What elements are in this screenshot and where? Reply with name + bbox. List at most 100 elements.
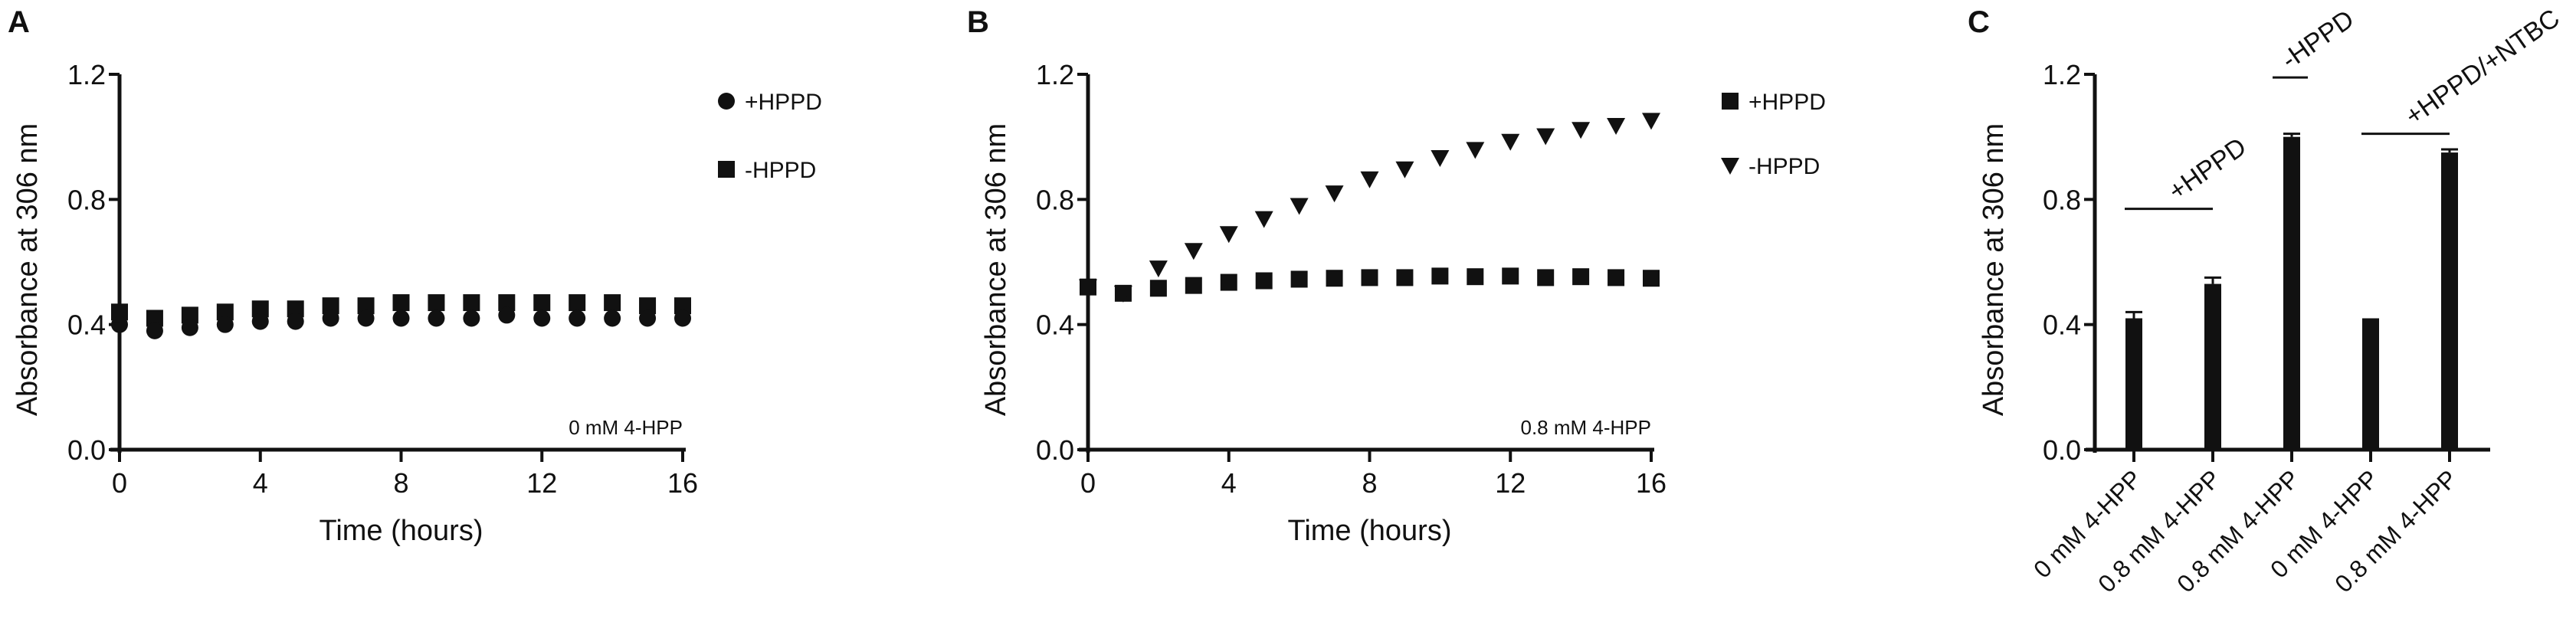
bar xyxy=(2125,318,2142,450)
group-bracket: +HPPD/+NTBC xyxy=(2361,4,2565,136)
x-axis-title: Time (hours) xyxy=(320,515,483,547)
x-tick-label: 4 xyxy=(1221,467,1237,499)
data-point xyxy=(1149,260,1168,278)
data-point xyxy=(322,297,339,315)
panel-a: A 0.0 0.4 0.8 1.2 0 4 8 12 16 Time (hours) Absorban… xyxy=(8,5,822,547)
data-point xyxy=(1536,128,1555,146)
legend-square-icon xyxy=(1722,93,1739,110)
x-tick-label: 16 xyxy=(1636,467,1667,499)
data-point xyxy=(287,300,304,318)
x-tick-label: 12 xyxy=(1495,467,1526,499)
data-point xyxy=(392,309,410,327)
data-point xyxy=(1185,277,1202,294)
condition-annotation: 0.8 mM 4-HPP xyxy=(1521,416,1652,439)
bar xyxy=(2362,318,2379,450)
data-point xyxy=(604,309,621,327)
y-axis-title: Absorbance at 306 nm xyxy=(1978,123,2010,416)
data-point xyxy=(1149,280,1167,297)
y-tick-label: 1.2 xyxy=(67,59,106,90)
legend-item: -HPPD xyxy=(1721,154,1820,179)
legend-label: +HPPD xyxy=(1748,90,1826,115)
data-point xyxy=(674,309,691,327)
y-axis-title: Absorbance at 306 nm xyxy=(980,123,1012,416)
y-tick-label: 1.2 xyxy=(2043,59,2081,90)
legend-item: +HPPD xyxy=(718,90,822,115)
legend-item: +HPPD xyxy=(1722,90,1826,115)
y-tick-label: 0.4 xyxy=(2043,309,2081,341)
data-point xyxy=(1571,122,1591,139)
x-tick-label: 8 xyxy=(393,467,408,499)
series-hppd-minus xyxy=(111,294,691,327)
data-point xyxy=(216,303,234,321)
data-point xyxy=(1113,285,1132,303)
bar-group xyxy=(2204,276,2221,450)
data-point xyxy=(1360,171,1379,188)
data-point xyxy=(1220,273,1237,291)
data-point xyxy=(1326,270,1343,287)
legend-label: -HPPD xyxy=(745,158,816,183)
data-point xyxy=(1361,269,1378,287)
y-tick-label: 0.8 xyxy=(2043,184,2081,215)
group-bracket: -HPPD xyxy=(2273,5,2359,79)
data-point xyxy=(1502,267,1519,285)
data-point xyxy=(639,309,657,327)
data-point xyxy=(674,297,691,315)
data-point xyxy=(428,294,445,312)
y-tick-label: 0.8 xyxy=(67,184,106,215)
data-point xyxy=(1501,133,1520,151)
data-point xyxy=(1219,226,1238,244)
group-label: -HPPD xyxy=(2276,5,2359,75)
data-point xyxy=(463,309,480,327)
data-point xyxy=(1607,117,1626,135)
series-hppd-plus xyxy=(111,306,691,339)
group-label: +HPPD/+NTBC xyxy=(2400,4,2565,132)
x-tick-label: 12 xyxy=(526,467,557,499)
legend-label: -HPPD xyxy=(1748,154,1820,179)
data-point xyxy=(216,316,234,333)
data-point xyxy=(639,297,657,315)
data-point xyxy=(1254,211,1273,228)
data-point xyxy=(392,294,410,312)
data-point xyxy=(1431,267,1449,285)
y-tick-label: 0.4 xyxy=(1036,309,1074,341)
data-point xyxy=(1642,113,1660,130)
y-tick-label: 0.0 xyxy=(2043,434,2081,466)
x-tick-label: 0 xyxy=(112,467,127,499)
data-point xyxy=(1572,268,1590,286)
legend: +HPPD -HPPD xyxy=(1721,90,1826,179)
data-point xyxy=(357,297,375,315)
bar xyxy=(2283,136,2300,450)
bar-group xyxy=(2283,133,2300,450)
x-tick-label: 16 xyxy=(667,467,698,499)
panel-label: A xyxy=(8,5,30,39)
legend-triangle-down-icon xyxy=(1721,158,1739,175)
x-tick-label: 4 xyxy=(253,467,268,499)
data-point xyxy=(146,322,163,339)
data-point xyxy=(1290,198,1309,215)
data-point xyxy=(1643,270,1660,287)
data-point xyxy=(428,309,445,327)
bar-group xyxy=(2125,310,2142,450)
condition-annotation: 0 mM 4-HPP xyxy=(569,416,683,439)
legend-circle-icon xyxy=(718,93,735,110)
bar-group xyxy=(2362,318,2379,450)
data-point xyxy=(1290,270,1308,288)
data-point xyxy=(569,309,586,327)
x-tick-label: 8 xyxy=(1362,467,1377,499)
data-point xyxy=(463,294,480,312)
data-point xyxy=(1184,243,1203,260)
data-point xyxy=(533,294,551,312)
y-tick-label: 0.4 xyxy=(67,309,106,341)
data-point xyxy=(146,309,163,327)
data-point xyxy=(181,306,198,324)
y-tick-label: 0.0 xyxy=(67,434,106,466)
data-point xyxy=(181,319,198,336)
y-tick-label: 0.8 xyxy=(1036,184,1074,215)
data-point xyxy=(322,309,339,327)
bar xyxy=(2441,152,2458,450)
panel-label: B xyxy=(967,5,989,39)
x-tick-label: 0 xyxy=(1080,467,1096,499)
data-point xyxy=(287,313,304,330)
